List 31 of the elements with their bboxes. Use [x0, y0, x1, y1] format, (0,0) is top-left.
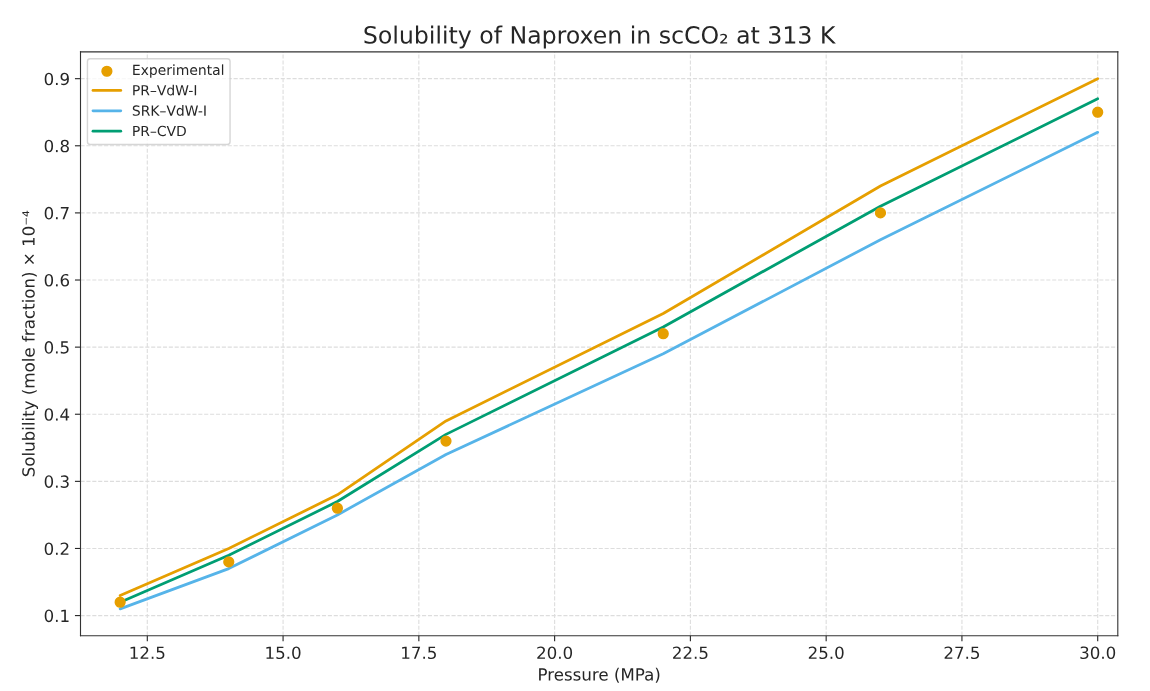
legend-label: PR–CVD: [133, 125, 186, 137]
chart-title: Solubility of Naproxen in scCO₂ at 313 K: [364, 25, 836, 49]
y-tick-label: 0.9: [44, 72, 69, 86]
y-tick-label: 0.5: [44, 341, 69, 354]
x-tick-label: 15.0: [266, 646, 301, 660]
y-tick-label: 0.1: [44, 609, 69, 623]
point: [657, 328, 669, 340]
y-tick-label: 0.4: [44, 408, 70, 421]
y-axis-title: Solubility (mole fraction) × 10⁻⁴: [21, 210, 39, 477]
x-tick-label: 17.5: [402, 646, 436, 660]
point: [1092, 106, 1104, 118]
x-tick-label: 22.5: [673, 646, 708, 660]
point: [331, 502, 343, 514]
y-tick-label: 0.3: [44, 475, 69, 488]
x-tick-label: 20.0: [537, 646, 573, 660]
x-tick-label: 25.0: [808, 646, 844, 660]
legend-label: PR–VdW-I: [133, 84, 197, 96]
x-axis-title: Pressure (MPa): [539, 667, 660, 683]
y-tick-label: 0.8: [44, 139, 69, 153]
x-tick-label: 12.5: [130, 646, 165, 660]
legend-label: SRK–VdW-I: [132, 105, 206, 116]
point: [874, 207, 887, 219]
point: [440, 435, 452, 447]
point: [223, 556, 235, 568]
y-tick-label: 0.7: [44, 206, 69, 220]
x-tick-label: 27.5: [944, 646, 980, 660]
y-tick-label: 0.6: [44, 273, 70, 287]
x-tick-label: 30.0: [1080, 646, 1116, 660]
legend-label: Experimental: [133, 64, 224, 78]
y-tick-label: 0.2: [44, 542, 69, 556]
point: [114, 596, 126, 608]
